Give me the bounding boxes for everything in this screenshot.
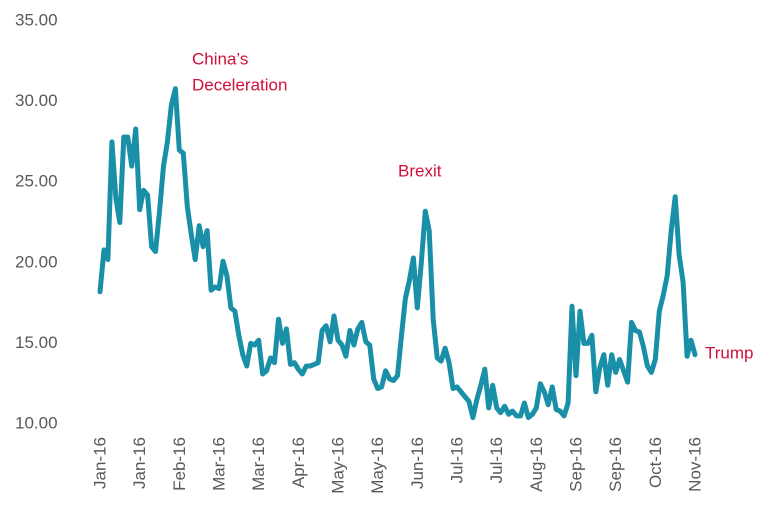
annotation: Deceleration	[192, 75, 287, 94]
x-tick-label: Feb-16	[170, 437, 189, 491]
annotation: Trump	[705, 343, 754, 362]
y-tick-label: 35.00	[15, 10, 58, 29]
x-tick-label: Mar-16	[209, 437, 228, 491]
x-tick-label: Apr-16	[289, 437, 308, 488]
y-tick-label: 15.00	[15, 333, 58, 352]
x-tick-label: Jun-16	[408, 437, 427, 489]
y-tick-label: 20.00	[15, 252, 58, 271]
x-tick-label: Sep-16	[606, 437, 625, 492]
x-tick-label: Jan-16	[90, 437, 109, 489]
annotation: Brexit	[398, 161, 442, 180]
x-tick-label: Sep-16	[566, 437, 585, 492]
series-line	[97, 86, 698, 421]
x-tick-label: Oct-16	[646, 437, 665, 488]
x-tick-label: May-16	[328, 437, 347, 494]
annotation: China’s	[192, 49, 248, 68]
x-tick-label: Jan-16	[130, 437, 149, 489]
x-tick-label: Jul-16	[487, 437, 506, 483]
x-tick-label: Mar-16	[249, 437, 268, 491]
y-tick-label: 10.00	[15, 413, 58, 432]
x-tick-label: Aug-16	[527, 437, 546, 492]
y-tick-label: 30.00	[15, 91, 58, 110]
x-tick-label: Jul-16	[447, 437, 466, 483]
x-tick-label: May-16	[368, 437, 387, 494]
y-tick-label: 25.00	[15, 172, 58, 191]
x-tick-label: Nov-16	[685, 437, 704, 492]
